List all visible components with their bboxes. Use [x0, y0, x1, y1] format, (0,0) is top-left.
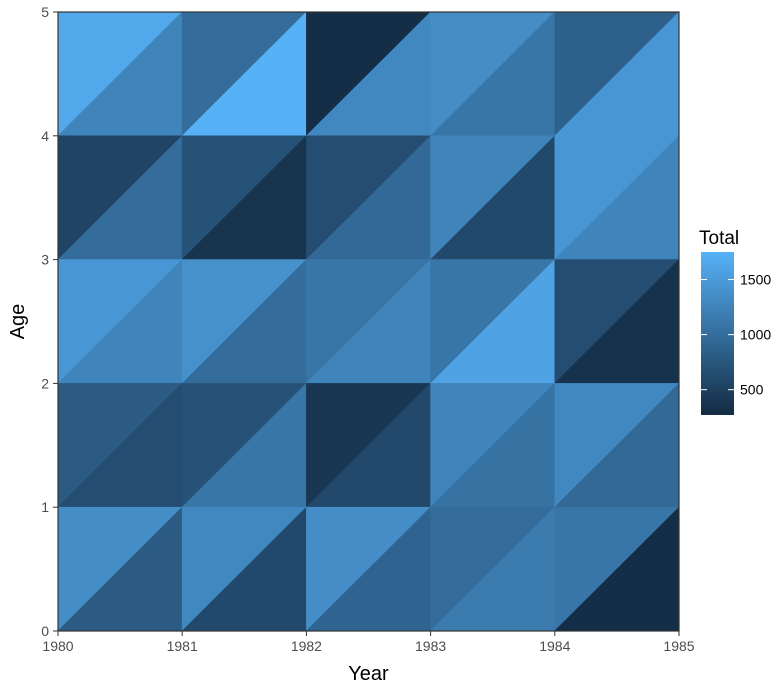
x-tick-label-1984: 1984 [539, 638, 570, 654]
legend-ticks: 500 1000 1500 [701, 272, 771, 398]
x-tick-label-1981: 1981 [167, 638, 198, 654]
legend: Total 500 1000 1500 [699, 228, 771, 415]
legend-title: Total [699, 228, 739, 249]
x-tick-label-1983: 1983 [415, 638, 446, 654]
x-tick-label-1980: 1980 [42, 638, 73, 654]
y-axis-title: Age [7, 304, 29, 340]
x-axis-title: Year [348, 663, 389, 685]
legend-colorbar [701, 252, 734, 415]
cells-layer [57, 11, 680, 632]
x-tick-label-1985: 1985 [663, 638, 694, 654]
y-tick-label-3: 3 [41, 252, 49, 268]
y-tick-label-1: 1 [41, 499, 49, 515]
y-tick-label-4: 4 [41, 128, 49, 144]
y-tick-label-0: 0 [41, 623, 49, 639]
legend-label-1500: 1500 [740, 272, 771, 288]
y-tick-label-5: 5 [41, 4, 49, 20]
panel-border [57, 11, 680, 632]
x-axis: 1980 1981 1982 1983 1984 1985 [42, 631, 695, 654]
x-tick-label-1982: 1982 [291, 638, 322, 654]
y-tick-label-2: 2 [41, 375, 49, 391]
y-axis: 0 1 2 3 4 5 [41, 4, 58, 639]
legend-label-1000: 1000 [740, 327, 771, 343]
legend-label-500: 500 [740, 382, 764, 398]
